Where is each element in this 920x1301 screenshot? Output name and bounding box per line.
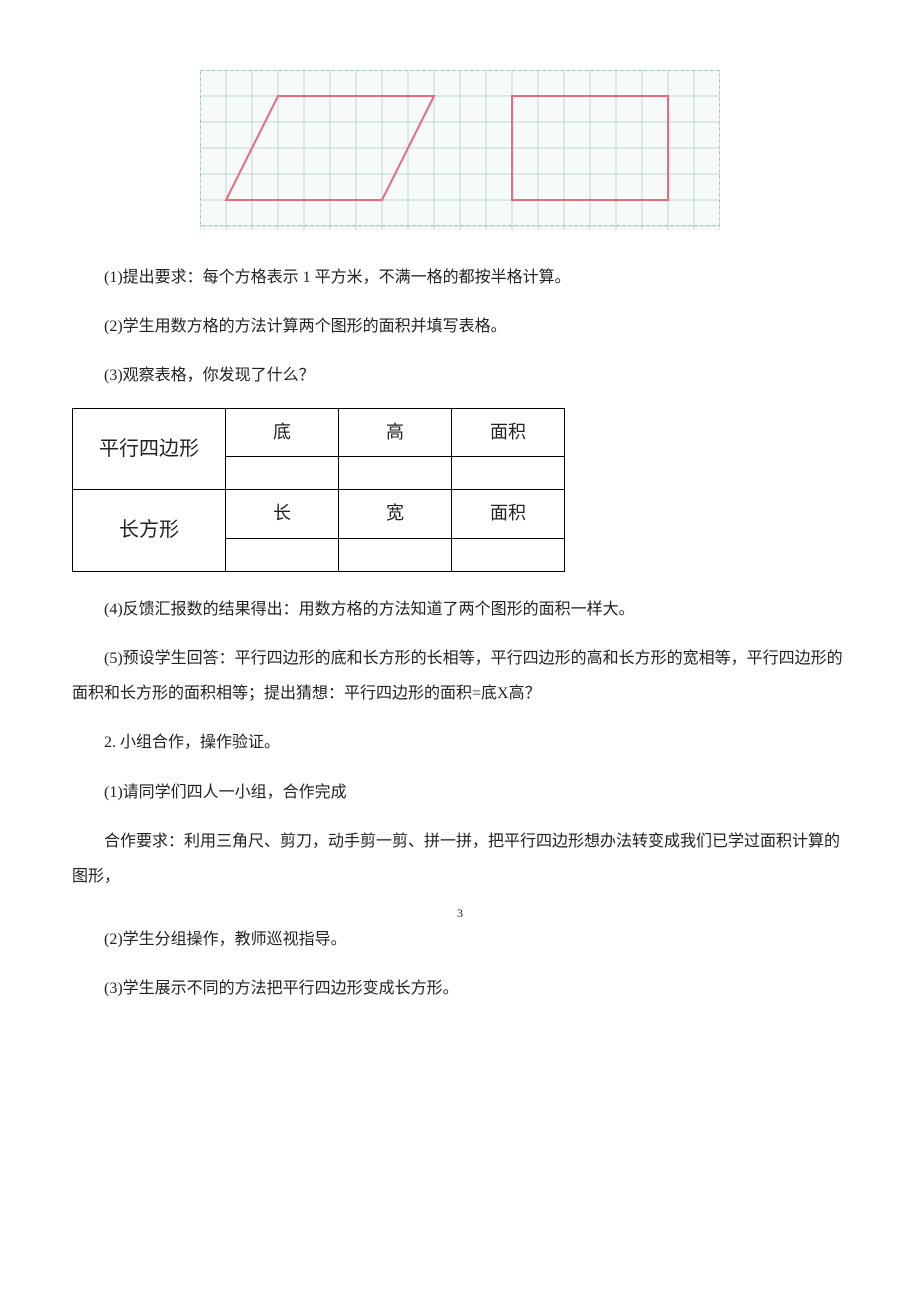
shapes-on-grid-figure [200,70,720,230]
paragraph-5: (5)预设学生回答：平行四边形的底和长方形的长相等，平行四边形的高和长方形的宽相… [72,641,848,711]
paragraph-9: (2)学生分组操作，教师巡视指导。 [72,922,848,957]
cell-length-value [226,538,339,571]
paragraph-4: (4)反馈汇报数的结果得出：用数方格的方法知道了两个图形的面积一样大。 [72,592,848,627]
paragraph-6: 2. 小组合作，操作验证。 [72,725,848,760]
comparison-table: 平行四边形 底 高 面积 长方形 长 宽 面积 [72,408,565,572]
cell-height-label: 高 [339,408,452,457]
paragraph-1: (1)提出要求：每个方格表示 1 平方米，不满一格的都按半格计算。 [72,260,848,295]
cell-width-label: 宽 [339,490,452,539]
cell-area-label-1: 面积 [452,408,565,457]
row-rectangle-head: 长方形 [73,490,226,572]
row-parallelogram-head: 平行四边形 [73,408,226,490]
cell-length-label: 长 [226,490,339,539]
paragraph-3: (3)观察表格，你发现了什么？ [72,358,848,393]
cell-base-label: 底 [226,408,339,457]
cell-width-value [339,538,452,571]
cell-area-label-2: 面积 [452,490,565,539]
cell-area-value-2 [452,538,565,571]
paragraph-7: (1)请同学们四人一小组，合作完成 [72,775,848,810]
paragraph-10: (3)学生展示不同的方法把平行四边形变成长方形。 [72,971,848,1006]
cell-base-value [226,457,339,490]
cell-area-value-1 [452,457,565,490]
paragraph-8: 合作要求：利用三角尺、剪刀，动手剪一剪、拼一拼，把平行四边形想办法转变成我们已学… [72,824,848,894]
cell-height-value [339,457,452,490]
paragraph-2: (2)学生用数方格的方法计算两个图形的面积并填写表格。 [72,309,848,344]
